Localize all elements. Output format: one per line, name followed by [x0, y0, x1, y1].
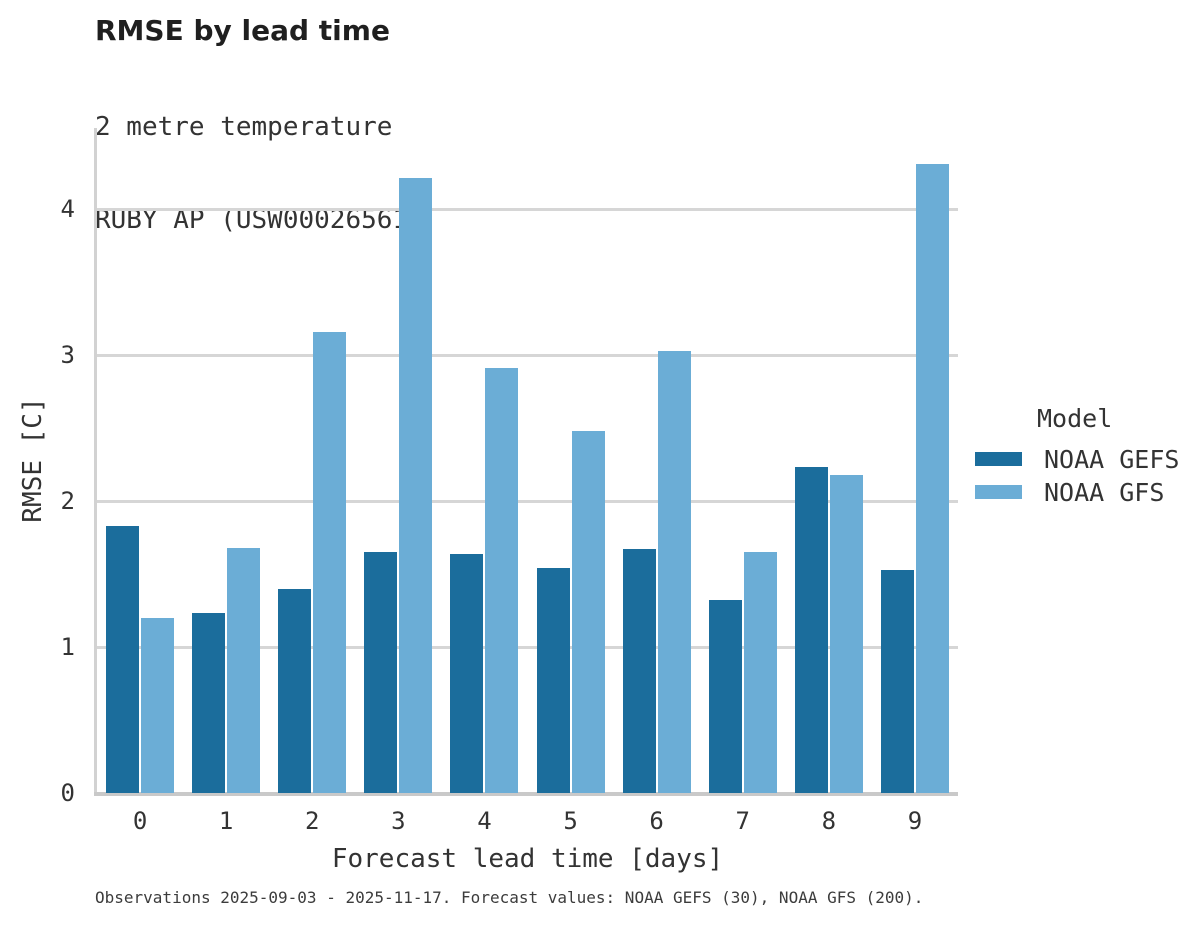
- x-tick-label-3: 3: [391, 807, 406, 835]
- legend-title: Model: [1037, 404, 1113, 433]
- bar-group-lead-9: [880, 128, 949, 793]
- bar-noaa-gefs-lead-5: [536, 568, 570, 793]
- gridline-y-3: [97, 353, 958, 357]
- bar-noaa-gefs-lead-3: [364, 552, 398, 793]
- legend-row-noaa-gefs: NOAA GEFS: [975, 445, 1179, 474]
- legend-label-noaa-gfs: NOAA GFS: [1044, 477, 1165, 507]
- bar-noaa-gfs-lead-0: [141, 617, 175, 793]
- x-tick-label-8: 8: [821, 807, 837, 835]
- bar-noaa-gefs-lead-8: [794, 467, 828, 793]
- bar-group-lead-2: [278, 128, 347, 793]
- bar-noaa-gefs-lead-2: [278, 588, 312, 793]
- bar-noaa-gfs-lead-6: [657, 350, 691, 793]
- chart-title: RMSE by lead time: [95, 14, 390, 47]
- legend-swatch-noaa-gefs: [975, 452, 1022, 466]
- x-axis-title: Forecast lead time [days]: [331, 844, 724, 874]
- bar-group-lead-6: [622, 128, 691, 793]
- bar-noaa-gfs-lead-2: [313, 331, 347, 793]
- legend: Model NOAA GEFS NOAA GFS: [975, 404, 1179, 507]
- bar-group-lead-5: [536, 128, 605, 793]
- x-axis-baseline: [94, 792, 958, 796]
- bar-noaa-gfs-lead-8: [829, 474, 863, 793]
- bar-noaa-gfs-lead-1: [227, 547, 261, 793]
- bar-group-lead-3: [364, 128, 433, 793]
- bar-noaa-gefs-lead-4: [450, 553, 484, 793]
- x-tick-label-0: 0: [132, 807, 148, 835]
- y-tick-label-2: 2: [60, 487, 75, 516]
- bar-noaa-gfs-lead-7: [743, 552, 777, 793]
- gridline-y-1: [97, 645, 958, 649]
- bar-noaa-gfs-lead-4: [485, 368, 519, 793]
- x-tick-label-6: 6: [649, 807, 664, 835]
- x-tick-label-1: 1: [218, 807, 234, 835]
- bar-group-lead-4: [450, 128, 519, 793]
- legend-row-noaa-gfs: NOAA GFS: [975, 478, 1179, 507]
- bar-noaa-gefs-lead-0: [106, 525, 140, 793]
- bar-noaa-gefs-lead-1: [192, 613, 226, 793]
- bar-group-lead-7: [708, 128, 777, 793]
- gridline-y-4: [97, 207, 958, 211]
- bar-group-lead-1: [192, 128, 261, 793]
- bar-noaa-gefs-lead-6: [622, 549, 656, 793]
- footnote: Observations 2025-09-03 - 2025-11-17. Fo…: [95, 888, 924, 907]
- bar-group-lead-0: [106, 128, 175, 793]
- y-tick-label-4: 4: [60, 195, 75, 224]
- bar-noaa-gfs-lead-5: [571, 430, 605, 793]
- legend-swatch-noaa-gfs: [975, 485, 1022, 499]
- bar-noaa-gefs-lead-7: [708, 600, 742, 793]
- x-tick-label-9: 9: [907, 807, 923, 835]
- x-tick-label-5: 5: [563, 807, 578, 835]
- y-tick-label-0: 0: [60, 779, 75, 807]
- y-tick-label-1: 1: [60, 633, 75, 662]
- bar-group-lead-8: [794, 128, 863, 793]
- bar-noaa-gefs-lead-9: [880, 569, 914, 793]
- x-tick-label-4: 4: [477, 807, 492, 835]
- chart-subtitle-line-1: 2 metre temperature: [95, 112, 393, 142]
- y-tick-label-3: 3: [60, 341, 75, 370]
- x-tick-label-7: 7: [735, 807, 750, 835]
- legend-label-noaa-gefs: NOAA GEFS: [1044, 444, 1180, 474]
- x-tick-label-2: 2: [305, 807, 320, 835]
- bar-noaa-gfs-lead-9: [915, 163, 949, 793]
- gridline-y-2: [97, 499, 958, 503]
- y-axis-spine: [94, 128, 97, 793]
- bar-noaa-gfs-lead-3: [399, 178, 433, 793]
